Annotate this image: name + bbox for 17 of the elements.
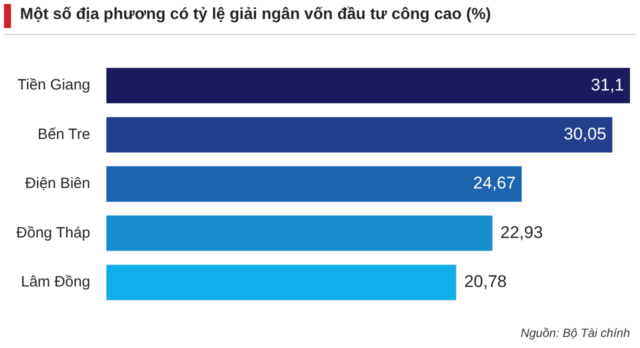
y-tick-label: Điện Biên [25, 175, 90, 192]
y-tick-label: Lâm Đồng [21, 274, 90, 291]
data-label: 20,78 [464, 272, 507, 292]
bar [106, 166, 522, 202]
bar [106, 215, 492, 251]
bar [106, 264, 456, 300]
data-label: 24,67 [473, 174, 516, 193]
bar [106, 117, 612, 153]
data-label: 22,93 [500, 222, 543, 242]
y-tick-label: Tiền Giang [17, 76, 90, 94]
bar [106, 68, 630, 104]
chart-title: Một số địa phương có tỷ lệ giải ngân vốn đầu tư công cao (%) [20, 6, 492, 24]
data-label: 31,1 [590, 75, 624, 94]
text: Nguồn: Bộ Tài chính [520, 326, 630, 340]
y-tick-label: Đồng Tháp [16, 224, 90, 242]
y-tick-label: Bến Tre [38, 126, 90, 143]
data-label: 30,05 [564, 124, 606, 144]
